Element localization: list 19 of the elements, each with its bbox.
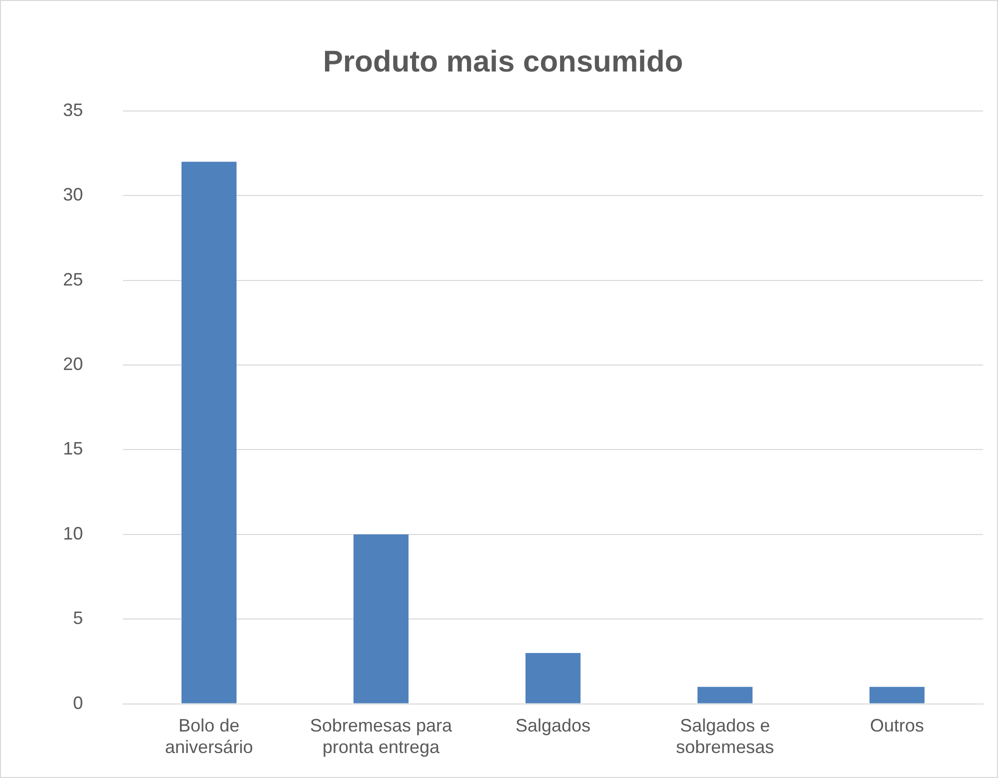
x-tick-label: Salgados e sobremesas bbox=[676, 716, 774, 758]
y-tick-label: 5 bbox=[73, 608, 84, 628]
x-tick-label: Sobremesas para pronta entrega bbox=[310, 716, 454, 758]
x-tick-label: Salgados bbox=[515, 716, 591, 736]
y-tick-label: 0 bbox=[73, 692, 84, 713]
y-tick-label: 15 bbox=[62, 438, 84, 459]
bar bbox=[353, 534, 409, 704]
bar bbox=[525, 652, 581, 704]
chart-title: Produto mais consumido bbox=[322, 45, 684, 78]
bar bbox=[697, 686, 753, 704]
y-tick-label: 35 bbox=[62, 100, 84, 120]
y-tick-label: 25 bbox=[62, 269, 84, 290]
x-tick-label: Outros bbox=[870, 716, 924, 736]
bar bbox=[182, 162, 237, 704]
x-tick-label: Bolo de aniversário bbox=[164, 716, 254, 758]
y-tick-label: 20 bbox=[62, 354, 84, 374]
bar bbox=[869, 686, 925, 704]
y-tick-label: 10 bbox=[62, 523, 84, 544]
y-tick-label: 30 bbox=[62, 184, 84, 205]
